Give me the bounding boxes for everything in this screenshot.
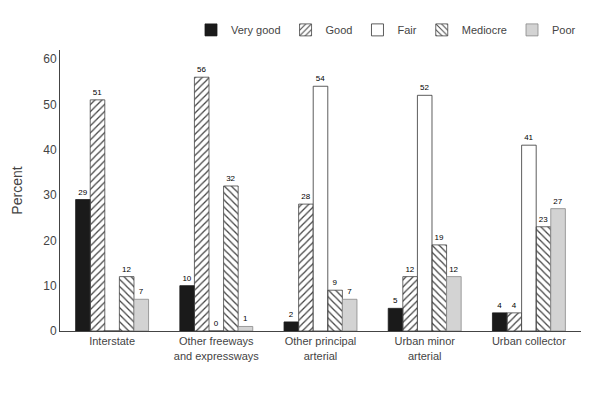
svg-text:54: 54	[316, 74, 325, 83]
svg-text:5: 5	[393, 296, 398, 305]
svg-text:9: 9	[333, 278, 338, 287]
svg-text:Mediocre: Mediocre	[462, 24, 507, 36]
svg-text:Poor: Poor	[552, 24, 576, 36]
svg-text:52: 52	[420, 83, 429, 92]
svg-text:12: 12	[405, 265, 414, 274]
svg-text:20: 20	[43, 234, 57, 248]
svg-text:Urban collector: Urban collector	[492, 335, 566, 347]
svg-text:Good: Good	[326, 24, 353, 36]
svg-text:4: 4	[512, 301, 517, 310]
svg-text:27: 27	[553, 197, 562, 206]
svg-text:29: 29	[78, 188, 87, 197]
svg-text:10: 10	[43, 279, 57, 293]
svg-text:10: 10	[182, 274, 191, 283]
svg-text:12: 12	[449, 265, 458, 274]
svg-text:Percent: Percent	[9, 166, 25, 214]
svg-text:0: 0	[214, 319, 219, 328]
svg-text:2: 2	[289, 310, 294, 319]
svg-text:40: 40	[43, 143, 57, 157]
svg-text:7: 7	[347, 287, 352, 296]
svg-text:12: 12	[122, 265, 131, 274]
svg-text:Urban minorarterial: Urban minorarterial	[394, 335, 455, 361]
svg-text:Very good: Very good	[231, 24, 281, 36]
svg-text:30: 30	[43, 188, 57, 202]
svg-text:23: 23	[539, 215, 548, 224]
svg-text:0: 0	[50, 324, 57, 338]
svg-text:7: 7	[139, 287, 144, 296]
svg-text:60: 60	[43, 52, 57, 66]
svg-text:32: 32	[226, 174, 235, 183]
svg-text:4: 4	[497, 301, 502, 310]
svg-text:Interstate: Interstate	[89, 335, 135, 347]
svg-text:41: 41	[524, 133, 533, 142]
svg-text:51: 51	[93, 88, 102, 97]
svg-text:1: 1	[243, 314, 248, 323]
svg-text:28: 28	[301, 192, 310, 201]
svg-text:19: 19	[435, 233, 444, 242]
svg-text:50: 50	[43, 98, 57, 112]
svg-text:56: 56	[197, 65, 206, 74]
svg-text:Other principalarterial: Other principalarterial	[285, 335, 357, 361]
svg-text:Fair: Fair	[397, 24, 416, 36]
svg-text:Other freewaysand expressways: Other freewaysand expressways	[174, 335, 259, 361]
